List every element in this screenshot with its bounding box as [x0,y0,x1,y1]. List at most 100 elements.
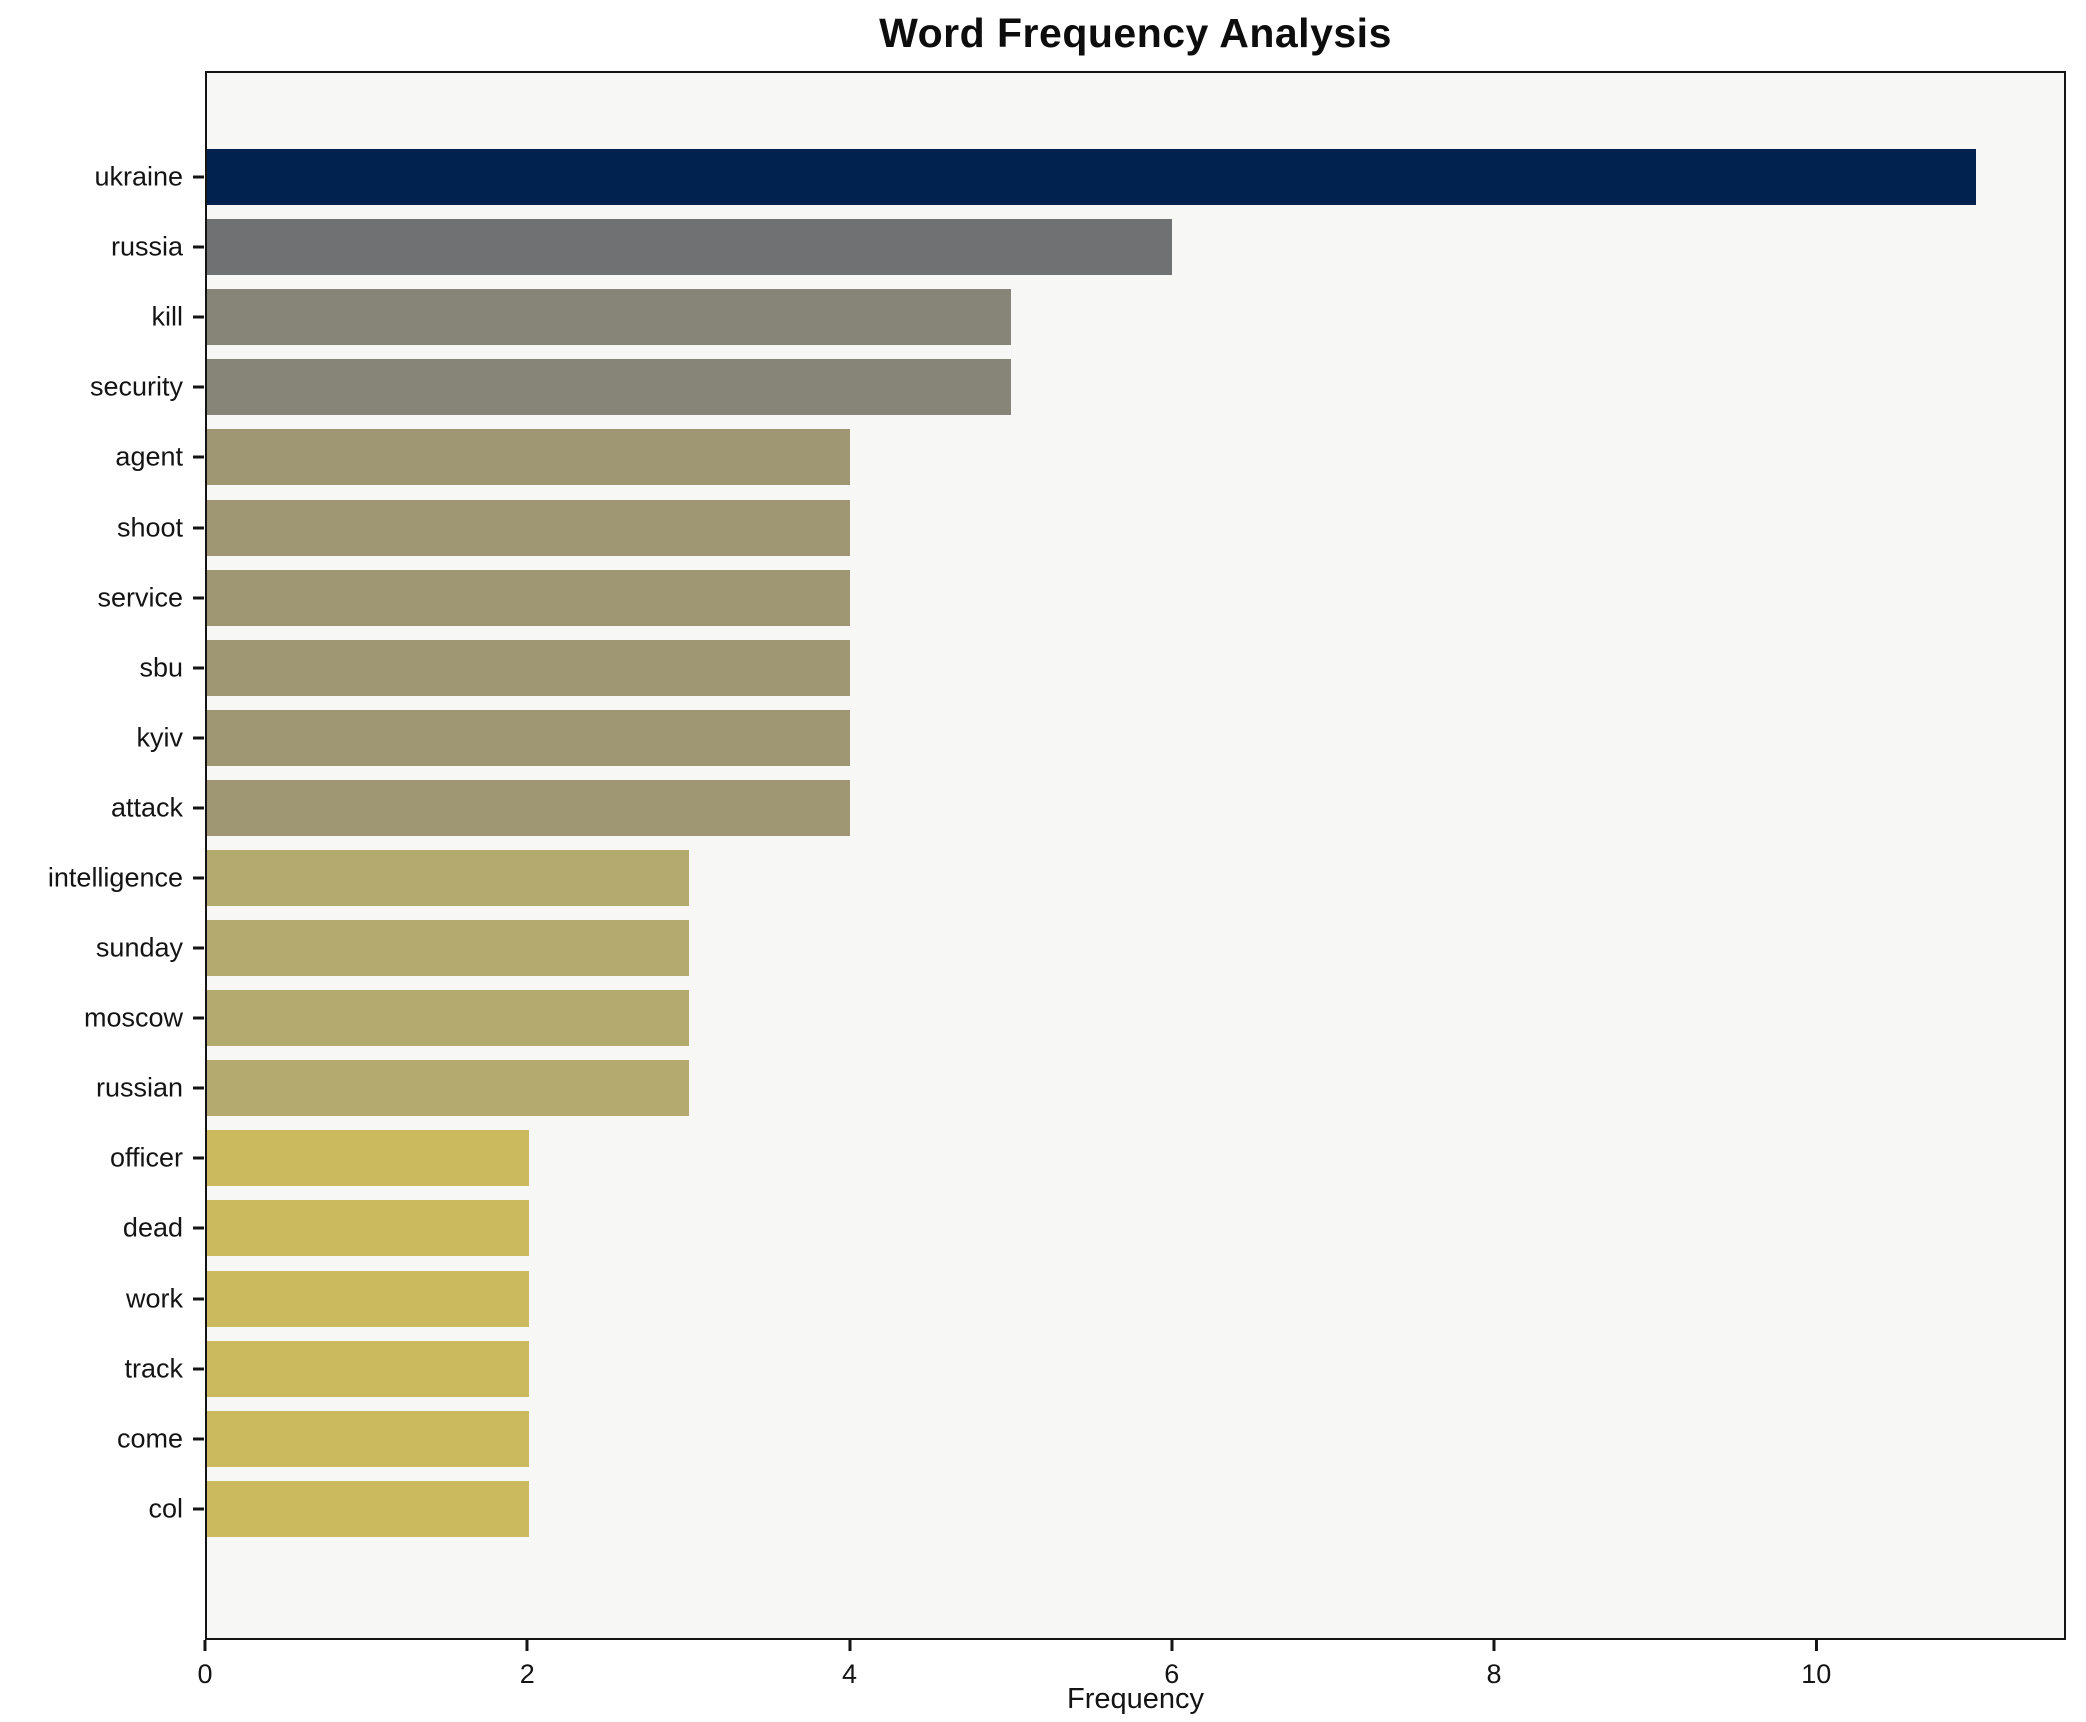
bar-row: russian [96,1053,2064,1123]
y-tick-mark [193,315,204,319]
y-axis-category-label: russian [95,1072,183,1103]
y-axis-category-label: track [124,1353,183,1384]
bar-row: sbu [139,633,2064,703]
bar-row: dead [123,1193,2064,1263]
y-tick-mark [193,1156,204,1160]
bar-row: agent [115,422,2064,492]
bar-row: come [117,1404,2064,1474]
bar-row: intelligence [48,843,2064,913]
y-tick-mark [193,666,204,670]
y-tick-mark [193,1507,204,1511]
y-axis-category-label: come [116,1423,183,1454]
y-axis-category-label: moscow [83,1002,183,1033]
y-axis-category-label: attack [110,792,183,823]
y-tick-mark [193,1297,204,1301]
bar-rows-container: ukraine russia kill security agent shoot… [48,73,2064,1638]
frequency-bar [207,1130,529,1187]
y-tick-mark [193,736,204,740]
bar-row: kyiv [137,703,2064,773]
bar-row: moscow [84,983,2064,1053]
x-tick-label: 4 [841,1659,858,1689]
bar-row: track [124,1334,2064,1404]
x-axis: 0 2 4 6 8 10 [197,1640,2066,1722]
frequency-bar [207,779,851,836]
y-tick-mark [193,1086,204,1090]
x-tick: 0 [197,1640,213,1690]
frequency-bar [207,920,690,977]
y-tick-mark [193,946,204,950]
x-tick-label: 8 [1486,1659,1502,1689]
frequency-bar [207,709,851,766]
frequency-bar [207,849,690,906]
x-tick: 4 [842,1640,857,1690]
y-axis-category-label: sunday [95,932,183,963]
frequency-bar [207,499,851,556]
frequency-bar [207,1060,690,1117]
y-axis-category-label: security [89,371,183,402]
x-tick: 2 [520,1640,535,1690]
x-tick-mark [203,1640,207,1651]
x-tick: 6 [1164,1640,1179,1690]
x-tick-mark [1170,1640,1174,1651]
frequency-bar [207,149,1976,206]
frequency-bar [207,569,851,626]
y-axis-category-label: intelligence [47,862,183,893]
x-tick-label: 6 [1164,1659,1180,1689]
frequency-bar [207,429,851,486]
bar-row: ukraine [94,142,2064,212]
x-tick: 8 [1486,1640,1502,1690]
frequency-bar [207,219,1172,276]
x-axis-label: Frequency [1066,1683,1204,1715]
y-tick-mark [193,1226,204,1230]
y-axis-category-label: agent [115,441,183,472]
y-tick-mark [193,455,204,459]
frequency-bar [207,1340,529,1397]
x-tick-label: 2 [519,1659,535,1689]
bar-row: sunday [96,913,2064,983]
bar-row: attack [111,773,2064,843]
x-tick-label: 0 [197,1659,213,1689]
chart-title: Word Frequency Analysis [879,10,1392,56]
bar-row: work [126,1264,2064,1334]
frequency-bar [207,359,1011,416]
y-tick-mark [193,1437,204,1441]
frequency-bar [207,1480,529,1537]
bar-row: security [90,352,2064,422]
plot-area: ukraine russia kill security agent shoot… [48,71,2066,1640]
bar-row: russia [111,212,2064,282]
y-axis-category-label: sbu [139,652,183,683]
frequency-bar [207,1200,529,1257]
y-tick-mark [193,806,204,810]
y-tick-mark [193,1367,204,1371]
x-tick-mark [1814,1640,1818,1651]
frequency-bar [207,990,690,1047]
x-tick: 10 [1801,1640,1831,1690]
y-axis-category-label: ukraine [94,161,183,192]
y-tick-mark [193,876,204,880]
bar-row: officer [110,1123,2064,1193]
y-axis-category-label: service [97,582,183,613]
frequency-bar [207,639,851,696]
frequency-bar [207,1270,529,1327]
bar-row: shoot [117,492,2064,562]
bar-row: service [97,563,2064,633]
bar-row: kill [152,282,2064,352]
x-tick-mark [848,1640,851,1651]
y-tick-mark [193,526,204,530]
y-axis-category-label: work [125,1283,183,1314]
y-axis-category-label: kill [151,301,184,332]
y-tick-mark [193,385,204,389]
x-tick-mark [1492,1640,1496,1651]
y-axis-category-label: shoot [116,512,183,543]
frequency-bar [207,1410,529,1467]
y-axis-category-label: col [148,1493,183,1524]
y-tick-mark [193,245,204,249]
bar-row: col [148,1474,2064,1544]
frequency-bar [207,289,1011,346]
y-tick-mark [193,1016,204,1020]
y-axis-category-label: russia [110,231,183,262]
y-axis-category-label: dead [122,1212,183,1243]
y-tick-mark [193,175,204,179]
x-tick-label: 10 [1801,1659,1832,1689]
